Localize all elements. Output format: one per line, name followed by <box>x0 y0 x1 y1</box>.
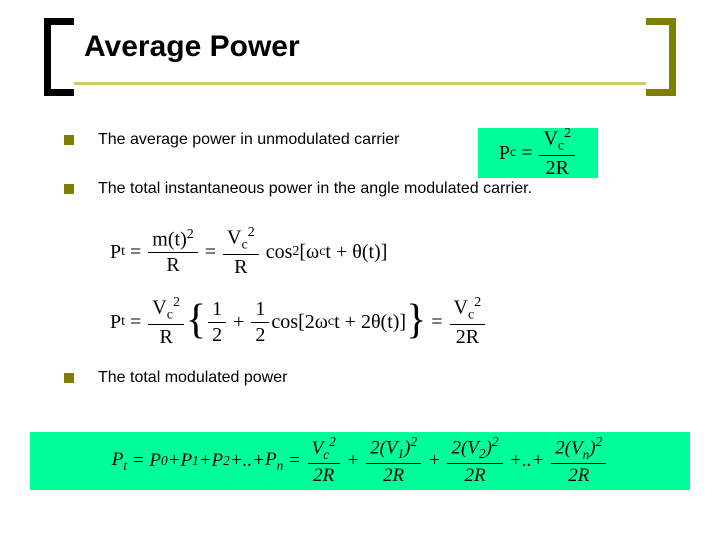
equation-pt1: Pt = m(t)2 R = Vc2 R cos2[ωct + θ(t)] <box>110 224 387 280</box>
page-title: Average Power <box>84 30 300 64</box>
bullet-text-1: The average power in unmodulated carrier <box>98 130 400 151</box>
bullet-icon <box>64 184 74 194</box>
bullet-item-3: The total modulated power <box>64 368 676 389</box>
equation-pt2: Pt = Vc2 R { 12 + 12 cos[2ωct + 2θ(t)] }… <box>110 294 487 350</box>
bullet-icon <box>64 373 74 383</box>
equation-pc: Pc = Vc2 2R <box>478 128 598 178</box>
equation-ptotal: Pt = P0+P1+P2+..+Pn = Vc2 2R + 2(V1)2 2R… <box>30 432 690 490</box>
title-underline <box>74 82 646 85</box>
bullet-text-3: The total modulated power <box>98 368 287 389</box>
bracket-right-icon <box>646 18 676 96</box>
slide: Average Power The average power in unmod… <box>0 0 720 540</box>
bullet-item-2: The total instantaneous power in the ang… <box>64 179 676 200</box>
bullet-icon <box>64 135 74 145</box>
bracket-left-icon <box>44 18 74 96</box>
bullet-text-2: The total instantaneous power in the ang… <box>98 179 532 200</box>
